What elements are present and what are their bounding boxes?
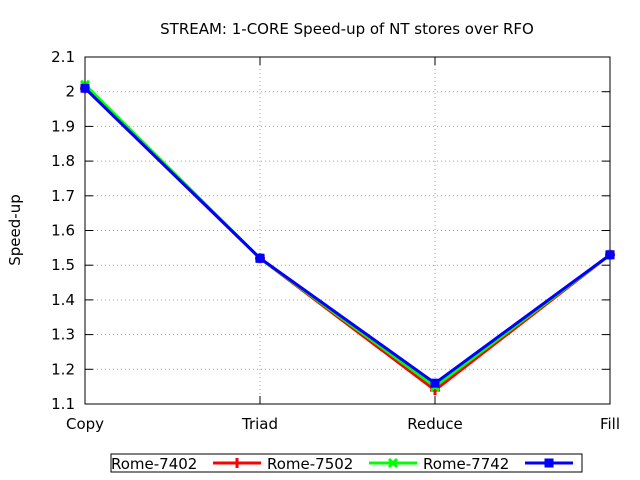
data-point-marker — [232, 458, 242, 468]
y-tick-label: 2.1 — [51, 48, 75, 66]
y-tick-label: 1.3 — [51, 326, 75, 344]
legend-label: Rome-7502 — [267, 455, 353, 473]
x-tick-label: Fill — [600, 415, 620, 433]
plot-border — [84, 56, 611, 405]
data-point-marker — [544, 458, 554, 468]
legend-box — [110, 453, 583, 473]
series-line — [83, 87, 611, 386]
x-tick-label: Copy — [66, 415, 104, 433]
legend-label: Rome-7402 — [111, 455, 197, 473]
series-lines — [79, 79, 616, 396]
data-point-marker — [605, 250, 615, 260]
legend-label: Rome-7742 — [423, 455, 509, 473]
data-point-marker — [430, 378, 440, 388]
y-axis-label: Speed-up — [6, 194, 24, 265]
chart-title: STREAM: 1-CORE Speed-up of NT stores ove… — [160, 20, 534, 38]
series-line — [83, 83, 611, 389]
y-tick-label: 1.4 — [51, 291, 75, 309]
y-tick-label: 1.2 — [51, 360, 75, 378]
y-tick-label: 1.6 — [51, 222, 75, 240]
y-tick-label: 1.5 — [51, 256, 75, 274]
data-point-marker — [80, 83, 90, 93]
y-tick-label: 1.9 — [51, 117, 75, 135]
y-tick-label: 2 — [65, 83, 75, 101]
grid-lines — [85, 57, 610, 404]
y-tick-label: 1.1 — [51, 395, 75, 413]
series-line — [83, 87, 611, 393]
data-point-marker — [255, 253, 265, 263]
y-tick-label: 1.7 — [51, 187, 75, 205]
legend: Rome-7402 Rome-7502 Rome-7742 — [110, 453, 583, 473]
x-tick-label: Triad — [241, 415, 278, 433]
data-point-marker — [387, 457, 399, 469]
axes: 1.1 1.2 1.3 1.4 1.5 1.6 1.7 1.8 1.9 2 2.1 Copy Triad… — [51, 48, 620, 433]
x-tick-label: Reduce — [407, 415, 462, 433]
y-tick-label: 1.8 — [51, 152, 75, 170]
